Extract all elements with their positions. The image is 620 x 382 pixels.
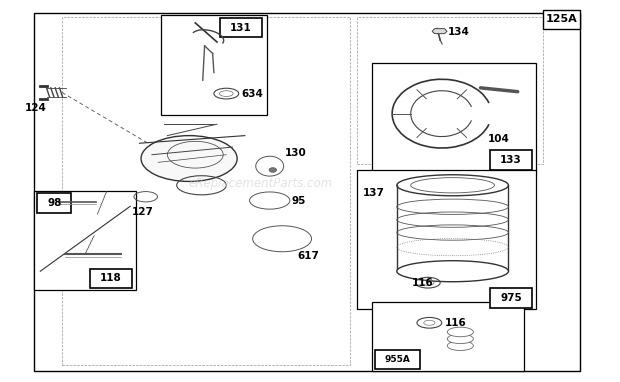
Bar <box>490 150 532 170</box>
Text: eReplacementParts.com: eReplacementParts.com <box>188 177 332 190</box>
Ellipse shape <box>447 327 474 337</box>
Polygon shape <box>432 29 447 34</box>
Text: 116: 116 <box>445 318 467 328</box>
Bar <box>220 18 262 37</box>
Text: 124: 124 <box>25 104 46 113</box>
Bar <box>34 13 580 371</box>
Bar <box>542 10 580 29</box>
Text: 130: 130 <box>285 148 307 158</box>
Bar <box>161 15 267 115</box>
Text: 134: 134 <box>448 28 470 37</box>
Bar <box>372 302 524 371</box>
Bar <box>375 350 420 369</box>
Text: 127: 127 <box>131 207 154 217</box>
Text: 617: 617 <box>298 251 319 261</box>
Text: 955A: 955A <box>384 355 410 364</box>
Ellipse shape <box>397 175 508 196</box>
Text: 98: 98 <box>47 198 61 208</box>
Text: 116: 116 <box>412 278 434 288</box>
Text: 634: 634 <box>242 89 264 99</box>
Bar <box>372 63 536 172</box>
Bar <box>356 170 536 309</box>
Text: 131: 131 <box>230 23 252 32</box>
Text: 975: 975 <box>500 293 522 303</box>
Ellipse shape <box>447 341 474 351</box>
Ellipse shape <box>141 136 237 181</box>
Ellipse shape <box>397 261 508 282</box>
Text: 125A: 125A <box>545 14 577 24</box>
Bar <box>62 17 350 365</box>
Text: 95: 95 <box>291 196 306 206</box>
Bar <box>34 191 136 290</box>
Bar <box>37 193 71 213</box>
Text: 118: 118 <box>100 274 122 283</box>
Text: 133: 133 <box>500 155 522 165</box>
Bar <box>90 269 132 288</box>
Text: 104: 104 <box>488 134 510 144</box>
Ellipse shape <box>410 178 495 193</box>
Text: 137: 137 <box>363 188 384 198</box>
Bar <box>356 17 542 164</box>
Bar <box>490 288 532 308</box>
Circle shape <box>269 168 277 172</box>
Ellipse shape <box>447 334 474 344</box>
